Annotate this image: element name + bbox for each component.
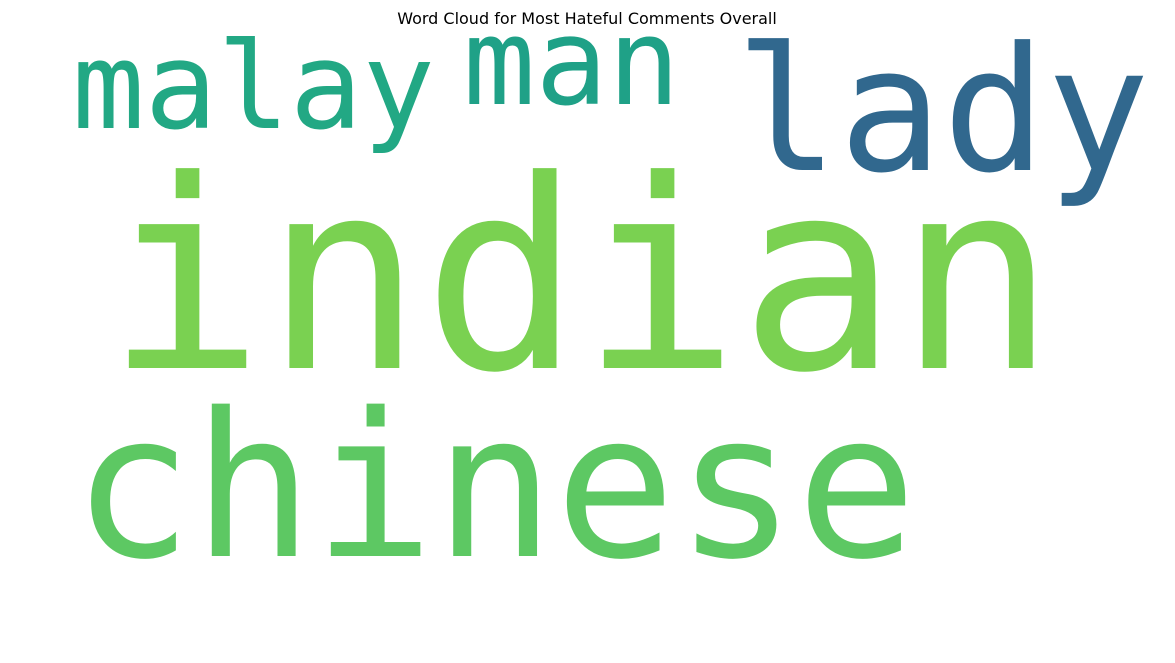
word-indian: indian [106, 125, 1056, 431]
word-malay: malay [72, 17, 435, 157]
word-lady: lady [735, 10, 1150, 211]
chart-title: Word Cloud for Most Hateful Comments Ove… [397, 9, 777, 28]
word-man: man [463, 0, 680, 133]
word-chinese: chinese [72, 371, 917, 604]
